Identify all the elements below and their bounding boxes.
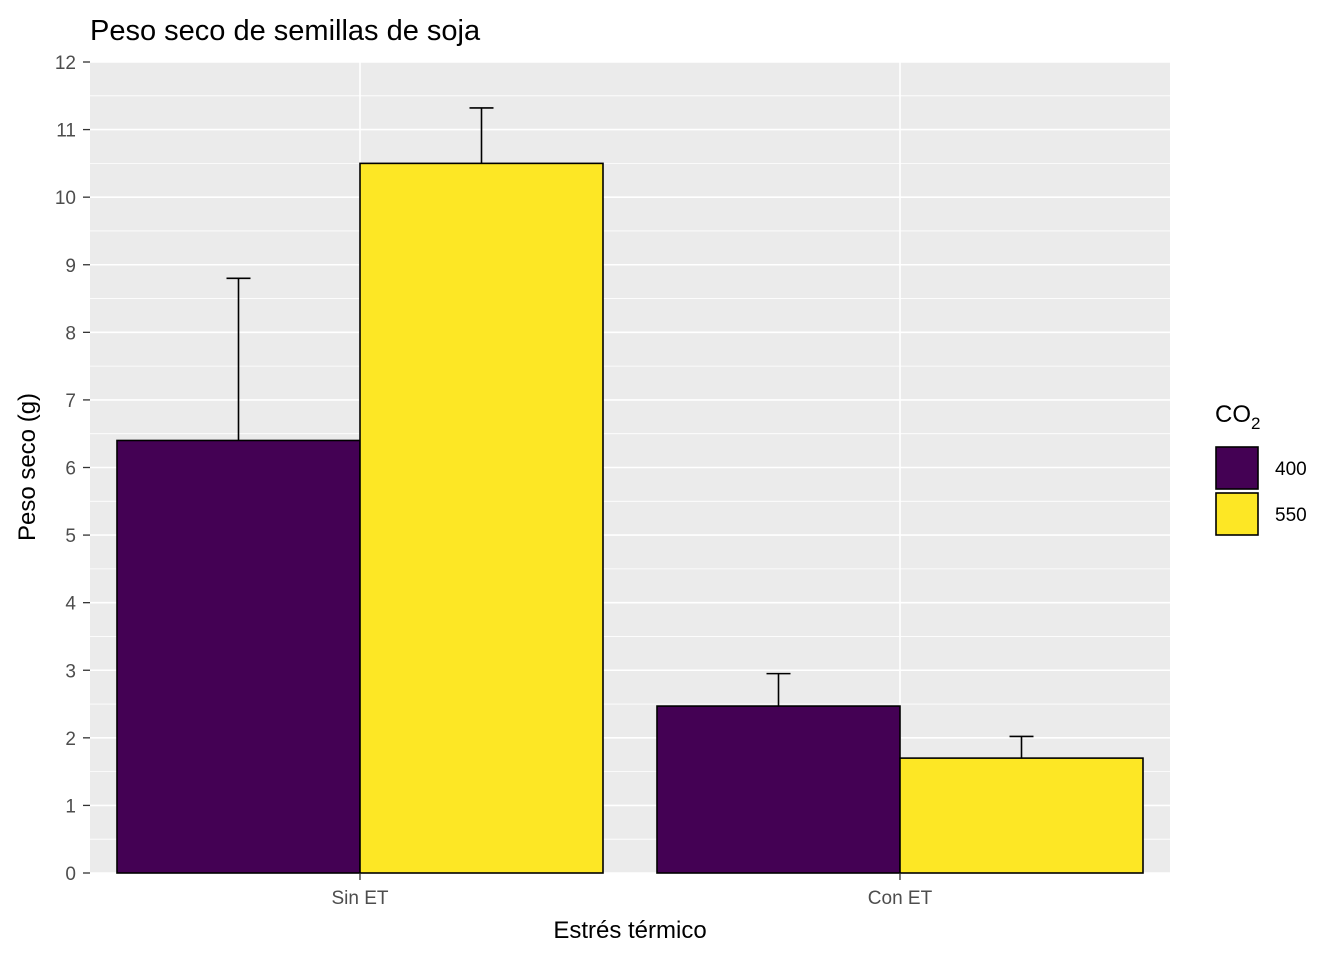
y-tick-label: 3	[65, 661, 76, 682]
y-tick-label: 8	[65, 323, 76, 344]
bar	[899, 757, 1144, 874]
y-tick-label: 5	[65, 526, 76, 547]
error-bar	[469, 107, 494, 164]
legend: CO2 400 550	[1215, 401, 1307, 536]
y-tick-label: 2	[65, 729, 76, 750]
error-bars	[226, 107, 1034, 759]
y-tick-label: 12	[55, 53, 76, 74]
y-tick-label: 1	[65, 796, 76, 817]
legend-title: CO2	[1215, 401, 1260, 433]
error-bar	[1009, 735, 1034, 759]
x-axis-title: Estrés térmico	[553, 917, 706, 944]
y-tick-label: 4	[65, 594, 76, 615]
y-axis-title: Peso seco (g)	[14, 393, 41, 541]
legend-label: 400	[1275, 459, 1307, 480]
bar	[116, 439, 361, 874]
x-tick-label: Sin ET	[331, 888, 388, 909]
x-tick-label: Con ET	[868, 888, 933, 909]
y-tick-label: 10	[55, 188, 76, 209]
legend-swatch	[1215, 492, 1259, 536]
y-tick-label: 6	[65, 459, 76, 480]
x-axis: Sin ET Con ET	[331, 873, 933, 909]
error-bar	[766, 672, 791, 707]
y-tick-label: 11	[56, 121, 76, 142]
y-tick-label: 9	[65, 256, 76, 277]
legend-swatch	[1215, 446, 1259, 490]
legend-title-subscript: 2	[1251, 414, 1260, 433]
legend-items: 400 550	[1215, 446, 1307, 536]
bar	[359, 162, 604, 874]
legend-label: 550	[1275, 505, 1307, 526]
bars	[116, 162, 1144, 874]
y-tick-label: 0	[65, 864, 76, 885]
chart-title: Peso seco de semillas de soja	[90, 15, 481, 47]
legend-title-main: CO	[1215, 401, 1251, 428]
bar	[656, 705, 901, 874]
error-bar	[226, 277, 251, 441]
y-tick-label: 7	[65, 391, 76, 412]
